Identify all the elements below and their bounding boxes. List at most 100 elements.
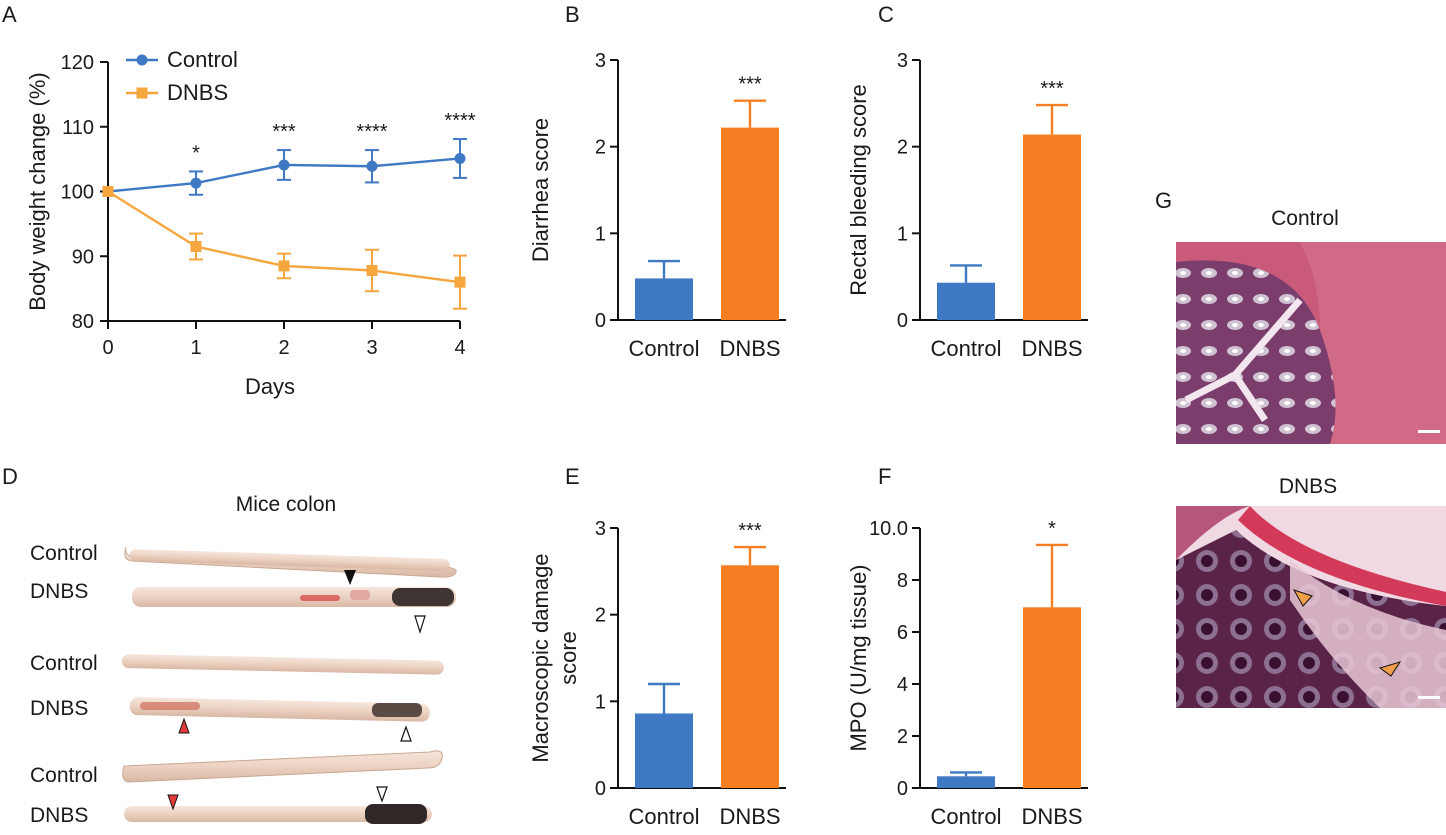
bar-control: [937, 776, 995, 788]
y-tick-label: 1: [897, 223, 908, 245]
black-arrowhead-1: [344, 570, 356, 585]
x-category-label: DNBS: [1021, 804, 1082, 829]
y-tick-label: 2: [595, 137, 606, 159]
x-category-label: Control: [629, 336, 700, 361]
y-tick-label: 0: [897, 778, 908, 800]
histology-control-image: [1176, 242, 1446, 444]
x-category-label: Control: [931, 336, 1002, 361]
open-arrowhead-3: [376, 786, 388, 803]
y-axis-title-line-1: Macroscopic damage: [528, 553, 553, 762]
panel-letter-a: A: [2, 2, 17, 27]
panel-letter-d: D: [2, 464, 18, 489]
x-category-label: DNBS: [719, 804, 780, 829]
orange-arrowhead-1: [1292, 589, 1313, 607]
y-tick-label: 2: [595, 605, 606, 627]
legend-marker: [136, 87, 148, 99]
legend-marker: [136, 54, 148, 66]
data-point-control: [366, 160, 378, 172]
colon-row-label-4: DNBS: [30, 697, 88, 720]
red-arrowhead-1: [178, 717, 190, 734]
panel-letter-g: G: [1155, 188, 1172, 213]
colon-specimen-6: [124, 806, 432, 822]
panel-letter-c: C: [878, 2, 894, 27]
y-tick-label: 2: [897, 137, 908, 159]
data-point-dnbs: [190, 241, 202, 253]
colon-necrosis-3: [365, 804, 427, 824]
y-tick-label: 8: [897, 570, 908, 592]
bar-dnbs: [721, 565, 779, 788]
colon-row-label-3: Control: [30, 652, 98, 675]
y-tick-label: 4: [897, 674, 908, 696]
y-tick-label: 2: [897, 726, 908, 748]
bar-dnbs: [1023, 607, 1081, 788]
data-point-control: [278, 159, 290, 171]
y-tick-label: 1: [595, 691, 606, 713]
significance-stars: *: [1048, 518, 1056, 540]
data-point-dnbs: [102, 186, 114, 197]
colon-row-label-5: Control: [30, 764, 98, 787]
data-point-dnbs: [278, 260, 290, 272]
x-category-label: DNBS: [719, 336, 780, 361]
open-arrowhead-1: [414, 615, 426, 635]
colon-specimen-3: [121, 654, 444, 675]
y-tick-label: 1: [595, 223, 606, 245]
y-tick-label: 3: [595, 518, 606, 540]
bar-chart-mpo: 0 2 4 6 8 10.0 Control DNBS * MPO (U/mg tissue): [846, 518, 1088, 829]
y-tick-label: 6: [897, 622, 908, 644]
significance-stars: ***: [272, 121, 296, 143]
x-tick-label: 4: [454, 337, 465, 359]
bar-dnbs: [721, 127, 779, 320]
histology-dnbs-label: DNBS: [1279, 475, 1337, 498]
data-point-dnbs: [454, 276, 466, 288]
significance-stars: ****: [444, 110, 475, 132]
histology-panel: Control DNBS: [1176, 207, 1446, 708]
histology-dnbs-image: [1176, 506, 1446, 708]
legend-label: Control: [167, 47, 238, 72]
bar-dnbs: [1023, 134, 1081, 320]
red-arrowhead-2: [167, 794, 179, 811]
significance-stars: ****: [356, 121, 387, 143]
bar-control: [635, 278, 693, 320]
y-tick-label: 10.0: [869, 518, 908, 540]
y-axis-title: Rectal bleeding score: [846, 84, 871, 296]
panel-letter-f: F: [878, 464, 891, 489]
colon-photo-panel: Mice colon Control DNBS Control DNBS Con…: [30, 493, 457, 827]
y-tick-label: 110: [62, 117, 94, 139]
significance-stars: *: [192, 142, 200, 164]
significance-stars: ***: [738, 74, 762, 96]
data-point-control: [454, 152, 466, 164]
orange-arrowhead-2: [1378, 661, 1402, 677]
y-tick-label: 3: [595, 50, 606, 72]
x-tick-label: 0: [102, 337, 113, 359]
colon-photo-title: Mice colon: [236, 493, 336, 516]
y-tick-label: 0: [897, 310, 908, 332]
x-axis-title: Days: [245, 374, 295, 399]
colon-row-label-1: Control: [30, 542, 98, 565]
colon-bleeding-2: [140, 702, 200, 710]
data-point-dnbs: [366, 264, 378, 276]
y-tick-label: 90: [72, 246, 94, 268]
panel-letter-e: E: [565, 464, 580, 489]
significance-stars: ***: [738, 520, 762, 542]
bar-chart-diarrhea: 0 1 2 3 Control DNBS *** Diarrhea score: [528, 50, 786, 361]
x-category-label: DNBS: [1021, 336, 1082, 361]
bar-chart-rectal-bleeding: 0 1 2 3 Control DNBS *** Rectal bleeding score: [846, 50, 1088, 361]
colon-specimen-5: [122, 750, 443, 783]
bar-control: [937, 282, 995, 320]
x-category-label: Control: [931, 804, 1002, 829]
x-category-label: Control: [629, 804, 700, 829]
y-tick-label: 80: [72, 311, 94, 333]
colon-row-label-2: DNBS: [30, 580, 88, 603]
histology-control-label: Control: [1271, 207, 1339, 230]
colon-lesion-1: [350, 590, 370, 600]
significance-stars: ***: [1040, 78, 1064, 100]
y-tick-label: 120: [61, 52, 94, 74]
open-arrowhead-2: [400, 725, 412, 742]
colon-specimen-4: [129, 697, 430, 722]
colon-bleeding-1: [300, 595, 340, 601]
x-tick-label: 1: [190, 337, 201, 359]
y-tick-label: 3: [897, 50, 908, 72]
y-tick-label: 100: [61, 182, 94, 204]
y-tick-label: 0: [595, 778, 606, 800]
